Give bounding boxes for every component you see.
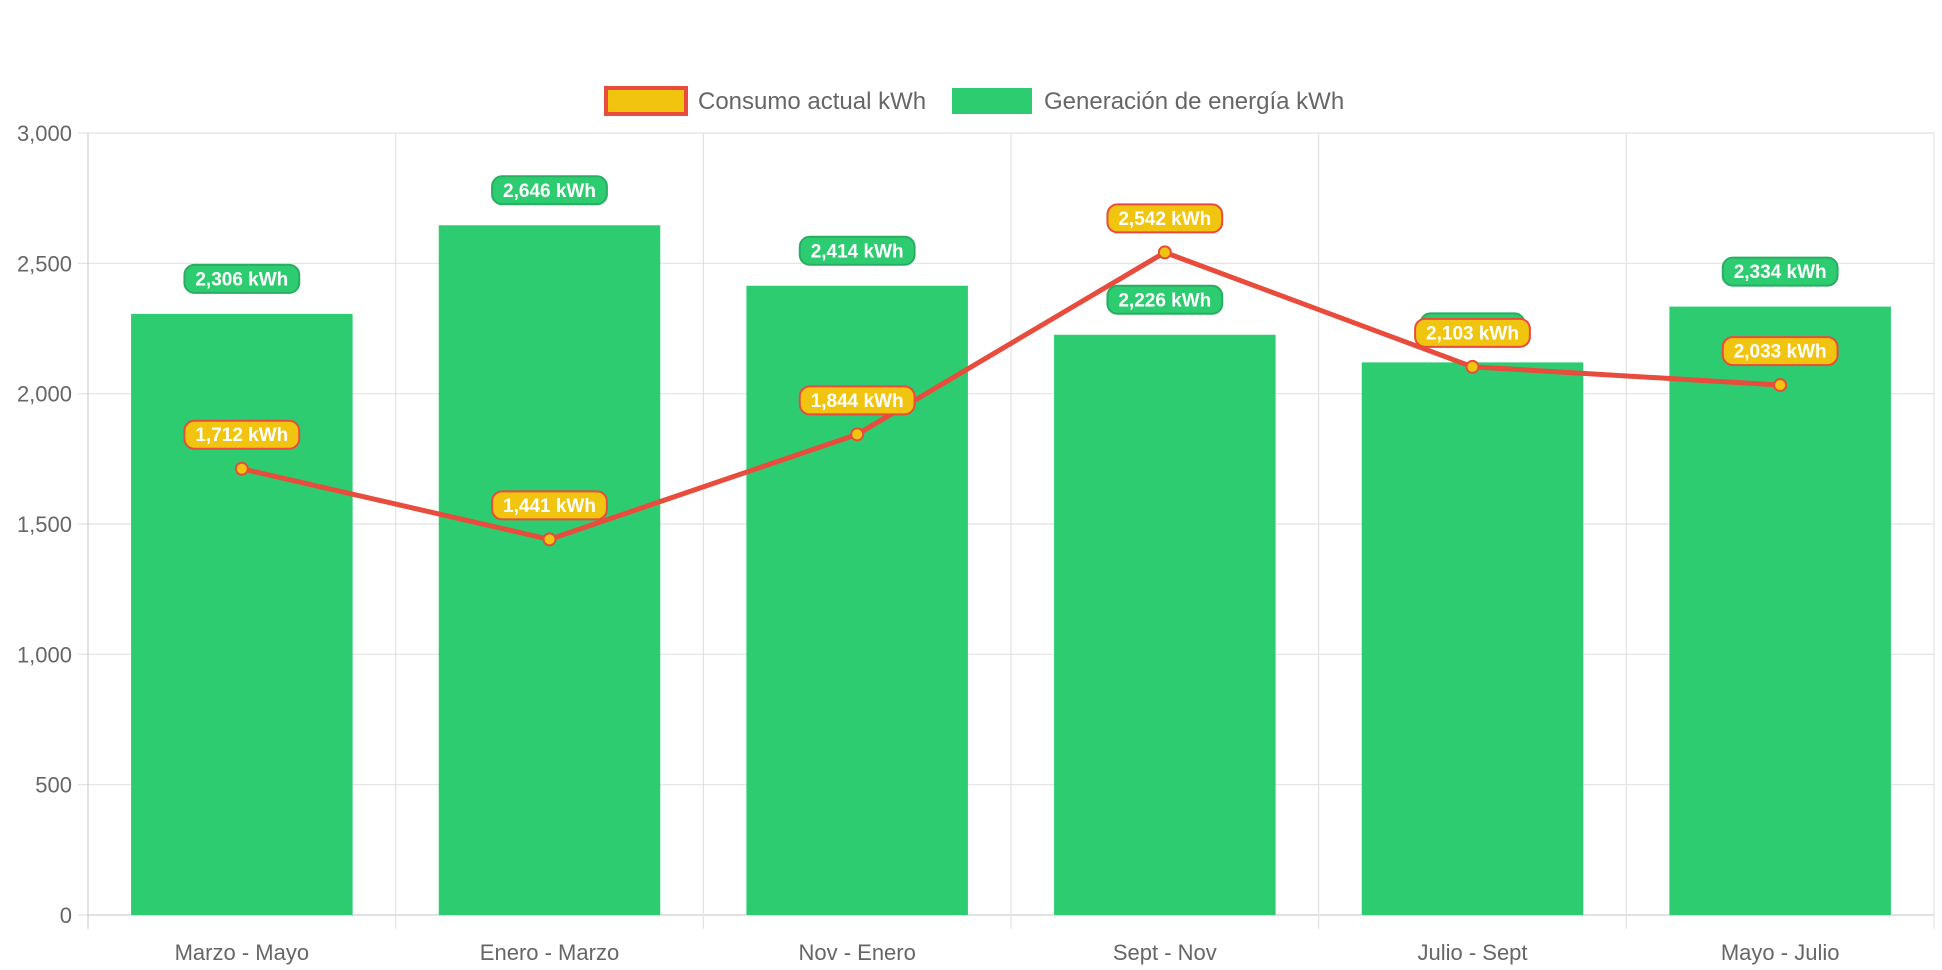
line-value-label-background [1414,317,1531,348]
line-value-label-text: 2,103 kWh [1426,323,1519,344]
bar-value-label-text: 2,226 kWh [1118,290,1211,311]
line-value-label-text: 2,542 kWh [1118,209,1211,230]
legend[interactable]: Consumo actual kWh Generación de energía … [604,86,1344,116]
bar-value-label-background [1106,284,1224,315]
bar-value-label: 2,334 kWh [1721,256,1839,287]
bar-sept-nov[interactable] [1054,334,1276,916]
legend-label: Generación de energía kWh [1044,88,1344,115]
line-value-label-background [183,419,301,450]
line-point-nov-enero[interactable] [850,427,865,442]
line-layer [234,245,1788,547]
bar-enero-marzo[interactable] [438,225,661,915]
x-tick-label: Julio - Sept [1417,940,1527,965]
line-value-label: 2,103 kWh [1414,317,1531,348]
line-value-label-text: 1,844 kWh [811,391,904,412]
line-value-label: 1,441 kWh [491,490,608,521]
bar-nov-enero[interactable] [746,285,968,915]
bar-value-label-background [183,263,301,294]
bar-value-label-background [1721,256,1839,287]
bar-layer [131,225,1891,916]
x-tick-label: Nov - Enero [798,940,915,965]
line-point-julio-sept[interactable] [1465,359,1480,374]
y-tick-label: 500 [35,773,72,798]
line-point-sept-nov[interactable] [1157,245,1172,260]
axis-layer: 0 500 1,000 1,500 2,000 2,500 3,000 Marzo - May… [17,121,1840,965]
legend-item-consumo-actual-kwh[interactable]: Consumo actual kWh [604,86,926,116]
bar-value-label: 2,306 kWh [183,263,301,294]
bar-value-label: 2,226 kWh [1106,284,1224,315]
legend-label: Consumo actual kWh [698,88,926,115]
bar-value-label-text: 2,646 kWh [503,181,596,202]
data-label-layer: 2,306 kWh 2,646 kWh 2,414 kWh 2,226 kWh 2,33… [183,175,1839,521]
y-tick-label: 1,500 [17,512,72,537]
line-point-marzo-mayo[interactable] [234,461,249,476]
line-value-label-text: 1,441 kWh [503,496,596,517]
consumption-line [241,249,1781,542]
line-value-label: 2,033 kWh [1721,336,1839,367]
line-value-label: 1,712 kWh [183,419,301,450]
y-tick-label: 2,000 [17,382,72,407]
bar-julio-sept[interactable] [1361,362,1584,915]
y-tick-label: 1,000 [17,642,72,667]
line-value-label: 1,844 kWh [798,385,916,416]
legend-item-generaci-n-de-energ-a-kwh[interactable]: Generación de energía kWh [952,88,1344,115]
x-tick-label: Enero - Marzo [480,940,619,965]
y-tick-label: 0 [60,903,72,928]
line-point-enero-marzo[interactable] [542,532,557,547]
legend-swatch [604,86,688,116]
bar-marzo-mayo[interactable] [131,313,353,915]
line-value-label: 2,542 kWh [1106,203,1224,234]
line-value-label-background [1721,336,1839,367]
y-tick-label: 3,000 [17,121,72,146]
x-tick-label: Marzo - Mayo [175,940,309,965]
y-tick-label: 2,500 [17,251,72,276]
line-value-label-background [1106,203,1224,234]
line-value-label-text: 1,712 kWh [195,425,288,446]
line-point-mayo-julio[interactable] [1773,378,1788,393]
x-tick-label: Sept - Nov [1113,940,1217,965]
bar-mayo-julio[interactable] [1669,306,1891,915]
bar-value-label-background [491,175,608,206]
line-value-label-text: 2,033 kWh [1734,342,1827,363]
bar-value-label-background [798,235,916,266]
line-value-label-background [491,490,608,521]
bar-value-label-text: 2,306 kWh [195,269,288,290]
bar-value-label: 2,414 kWh [798,235,916,266]
legend-swatch [952,88,1032,114]
line-value-label-background [798,385,916,416]
grid-layer [78,132,1935,929]
bar-value-label: 2,646 kWh [491,175,608,206]
bar-value-label-text: 2,414 kWh [811,241,904,262]
bar-value-label-text: 2,334 kWh [1734,262,1827,283]
x-tick-label: Mayo - Julio [1721,940,1840,965]
